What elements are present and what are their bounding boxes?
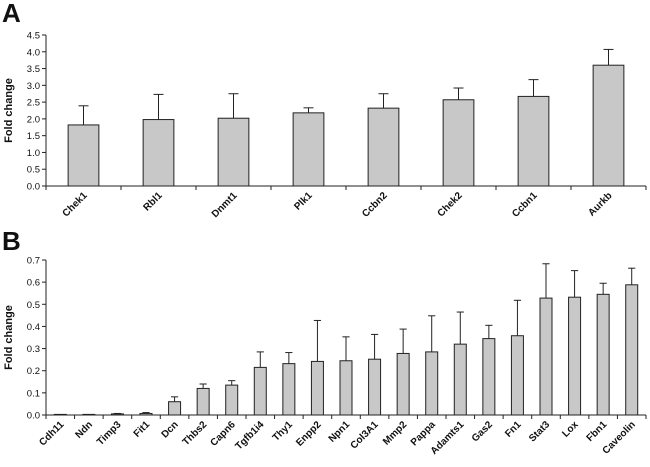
- y-tick-label: 0.0: [27, 411, 40, 422]
- bar: [539, 297, 553, 416]
- x-tick-label: Fit1: [132, 419, 153, 440]
- bar: [196, 387, 210, 416]
- panel-label-b: B: [2, 226, 21, 256]
- bar: [396, 352, 410, 416]
- x-tick-label: Chek1: [61, 190, 90, 219]
- x-tick-label: Npn1: [327, 419, 353, 445]
- y-tick-label: 4.5: [27, 31, 40, 42]
- bar: [367, 107, 400, 187]
- x-tick-label: Rbl1: [142, 190, 165, 213]
- y-tick-label: 0.0: [27, 182, 40, 193]
- bar: [453, 343, 467, 416]
- x-tick-label: Col3A1: [349, 419, 381, 451]
- bar: [168, 401, 182, 416]
- y-tick-label: 1.5: [27, 131, 40, 142]
- chart-b: Fold change 0.0 0.1 0.2 0.3 0.4 0.5 0.6 0.7 Cdh11…: [3, 256, 647, 457]
- bar: [292, 112, 325, 187]
- bar: [568, 296, 582, 416]
- y-tick-label: 4.0: [27, 47, 40, 58]
- x-tick-label: Ndn: [73, 419, 95, 441]
- bar: [310, 360, 324, 416]
- bar: [517, 95, 550, 187]
- bar: [339, 360, 353, 416]
- x-tick-label: Dnmt1: [210, 190, 240, 220]
- bar: [253, 366, 267, 416]
- y-tick-label: 3.0: [27, 81, 40, 92]
- y-tick-label: 2.0: [27, 114, 40, 125]
- y-axis-label: Fold change: [3, 305, 15, 370]
- bar: [510, 335, 524, 416]
- chart-a: Fold change 0.0 0.5 1.0 1.5 2.0 2.5 3.0 3.5 4.0 4.…: [3, 31, 647, 220]
- x-tick-label: Plk1: [292, 190, 315, 213]
- x-tick-label: Mmp2: [381, 419, 410, 448]
- x-tick-label: Thbs2: [181, 419, 210, 448]
- y-tick-label: 0.2: [27, 366, 40, 377]
- y-tick-label: 0.5: [27, 300, 40, 311]
- y-tick-label: 0.1: [27, 388, 40, 399]
- bar: [139, 412, 153, 416]
- bar: [425, 351, 439, 416]
- x-tick-label: Fbn1: [585, 419, 610, 444]
- x-tick-label: Enpp2: [294, 419, 324, 449]
- bar: [368, 358, 382, 416]
- x-tick-label: Ccbn1: [510, 190, 540, 220]
- bar: [482, 338, 496, 416]
- bar: [625, 284, 639, 416]
- x-tick-label: Aurkb: [586, 190, 614, 218]
- bar: [596, 293, 610, 416]
- bar: [442, 99, 475, 187]
- y-axis-label: Fold change: [3, 78, 15, 143]
- x-tick-label: Stat3: [527, 419, 552, 444]
- panel-label-a: A: [2, 0, 21, 28]
- y-tick-label: 3.5: [27, 64, 40, 75]
- x-tick-label: Cdh11: [37, 419, 66, 448]
- x-tick-label: Gas2: [470, 419, 495, 444]
- y-tick-label: 0.5: [27, 165, 40, 176]
- bar: [217, 117, 250, 187]
- bar: [142, 119, 175, 187]
- x-tick-label: Chek2: [436, 190, 465, 219]
- bar: [282, 363, 296, 416]
- x-tick-label: Tgfb1i4: [233, 419, 266, 452]
- bar: [225, 384, 239, 416]
- x-tick-label: Lox: [560, 419, 581, 440]
- x-tick-label: Thy1: [271, 419, 296, 444]
- y-tick-label: 1.0: [27, 148, 40, 159]
- y-tick-label: 0.7: [27, 256, 40, 267]
- y-tick-label: 0.4: [27, 322, 40, 333]
- y-tick-label: 2.5: [27, 98, 40, 109]
- bar: [110, 413, 124, 416]
- x-tick-label: Timp3: [95, 419, 124, 448]
- bar: [67, 124, 100, 187]
- bar: [592, 64, 625, 187]
- x-tick-label: Ccbn2: [360, 190, 390, 220]
- y-tick-label: 0.6: [27, 278, 40, 289]
- x-tick-label: Dcn: [160, 419, 181, 440]
- y-tick-label: 0.3: [27, 344, 40, 355]
- x-tick-label: Fn1: [503, 419, 524, 440]
